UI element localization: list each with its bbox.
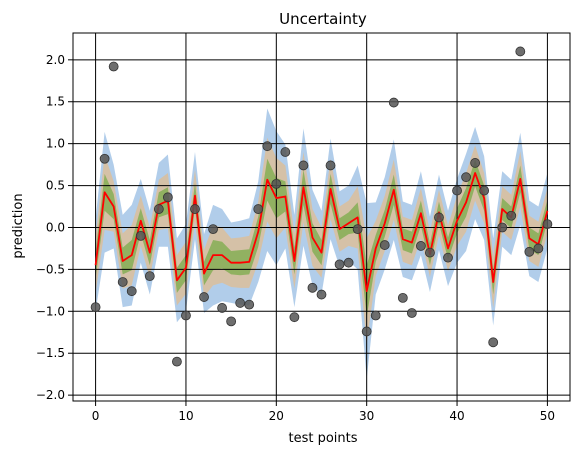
observation-point [506,210,517,221]
observation-point [144,271,155,282]
observation-point [298,160,309,171]
observation-point [379,240,390,250]
observation-point [271,178,282,189]
y-tick-label: −0.5 [36,262,65,276]
chart-title: Uncertainty [279,10,367,28]
observation-point [280,147,291,157]
observation-point [99,153,110,164]
x-tick-label: 50 [540,409,555,423]
observation-point [361,326,372,337]
observation-point [488,337,499,348]
observation-point [135,230,146,241]
plot-frame [72,32,571,402]
observation-point [307,282,318,293]
observation-point [406,308,417,318]
observation-point [162,192,173,203]
observation-point [515,46,526,57]
y-tick-label: 1.0 [46,137,65,151]
observation-point [497,222,508,233]
observation-point [533,243,544,254]
observation-point [190,204,200,214]
observation-point [126,286,137,297]
y-tick-label: 2.0 [46,53,65,67]
band-inner [95,158,548,318]
observation-point [108,61,119,72]
observation-point [452,185,462,196]
y-tick-label: 1.5 [46,95,65,109]
observation-point [235,298,246,308]
observation-point [388,97,399,108]
y-tick-label: 0.0 [46,220,65,234]
y-tick-label: 0.5 [46,179,65,193]
observation-point [334,259,345,270]
y-axis-label: prediction [11,193,26,258]
observation-point [316,289,327,300]
observation-point [199,292,209,302]
observation-point [181,310,191,321]
observation-point [415,241,426,251]
observation-point [289,312,300,323]
x-tick-label: 30 [359,409,374,423]
observation-point [253,204,264,214]
observation-point [153,204,164,214]
observation-point [217,303,228,313]
observation-point [524,246,535,257]
observation-point [479,185,490,196]
observation-point [434,212,444,223]
observation-point [226,316,237,327]
plot-area: 0 10 20 30 40 50 −2.0 −1.5 −1.0 −0.5 0.0 0.5 1.0 1.5 2… [36,32,571,423]
observation-point [172,356,182,367]
x-tick-label: 0 [92,409,100,423]
observation-point [117,277,128,287]
observation-point [90,302,101,313]
observation-point [325,160,336,171]
observation-point [370,310,381,321]
x-tick-label: 20 [269,409,284,423]
observation-point [352,224,363,235]
observation-point [343,257,354,268]
y-tick-label: −2.0 [36,388,65,402]
observation-point [461,172,471,183]
observation-point [262,141,273,152]
x-tick-label: 10 [178,409,193,423]
y-tick-label: −1.0 [36,304,65,318]
observation-point [244,299,255,310]
observation-point [443,252,453,263]
observation-point [425,247,435,258]
observation-point [470,158,481,168]
y-tick-label: −1.5 [36,346,65,360]
observation-point [542,219,553,230]
mean-line [94,172,549,293]
x-axis-label: test points [288,431,357,446]
observation-point [397,292,408,303]
observation-point [208,224,218,235]
x-tick-label: 40 [449,409,464,423]
